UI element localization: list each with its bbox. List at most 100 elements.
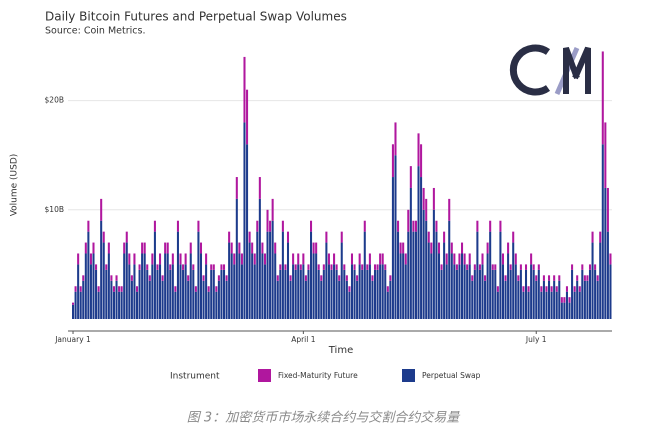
bar-segment [151,253,154,265]
bar-segment [409,187,412,319]
bar-segment [430,253,433,319]
bar-segment [371,280,374,319]
bar-segment [202,275,205,281]
bar-segment [225,280,228,319]
bar-segment [95,264,98,270]
bar-segment [553,275,556,281]
bar-segment [379,253,382,265]
bar-segment [450,242,453,254]
bar-segment [606,231,609,319]
bar-segment [271,220,274,319]
bar-segment [558,275,561,281]
bar-segment [115,275,118,281]
bar-segment [269,220,272,232]
chart-subtitle: Source: Coin Metrics. [45,26,145,37]
bar-segment [555,291,558,319]
bar-segment [404,264,407,319]
bar-segment [248,231,251,243]
bar-segment [430,242,433,254]
bar-segment [517,275,520,281]
bar-segment [210,264,213,270]
bar-segment [281,231,284,319]
bar-segment [105,269,108,319]
bar-segment [496,291,499,319]
bar-segment [604,187,607,319]
bar-segment [187,275,190,281]
bar-segment [89,264,92,319]
bar-segment [609,253,612,265]
bar-segment [578,286,581,292]
bar-segment [499,220,502,232]
bar-segment [397,220,400,232]
bar-segment [461,253,464,319]
bar-segment [358,264,361,319]
bar-segment [100,220,103,319]
bar-segment [448,220,451,319]
bar-segment [535,275,538,281]
bar-segment [187,280,190,319]
bar-segment [601,51,604,145]
bar-segment [560,302,563,319]
bar-segment [524,264,528,270]
bar-segment [279,264,282,270]
bar-segment [87,231,90,319]
bar-segment [530,253,533,265]
bar-segment [123,253,126,319]
bar-segment [166,242,169,254]
bar-segment [72,304,75,319]
bar-segment [599,242,602,319]
bar-segment [412,220,415,232]
bar-segment [484,280,487,319]
bar-segment [399,242,402,254]
bar-segment [443,242,446,319]
bar-segment [583,280,586,319]
bar-segment [151,264,154,319]
bar-segment [261,242,264,254]
bar-segment [325,231,328,243]
bar-segment [527,291,530,319]
bar-segment [197,231,200,319]
bar-segment [504,280,507,319]
bar-segment [522,286,525,292]
bar-segment [325,242,328,319]
bar-segment [435,231,438,319]
bar-segment [535,280,538,319]
bar-segment [77,253,80,265]
bar-segment [376,264,379,270]
bar-segment [100,198,103,221]
bar-segment [148,275,151,281]
bar-segment [253,264,256,319]
bar-segment [105,264,108,270]
bar-segment [176,220,179,232]
bar-segment [271,198,274,221]
bar-segment [481,264,484,319]
bar-segment [338,275,341,281]
bar-segment [130,275,133,281]
bar-segment [397,231,400,319]
bar-segment [484,275,487,281]
bar-segment [182,264,185,270]
bar-segment [409,166,412,188]
bar-segment [166,253,169,319]
bar-segment [560,297,563,303]
bar-segment [235,198,238,319]
bar-segment [389,280,392,319]
bar-segment [458,253,461,265]
bar-segment [425,198,428,221]
bar-segment [445,253,448,265]
bar-segment [174,286,177,292]
bar-segment [138,269,141,319]
bar-segment [302,253,305,265]
bar-segment [389,275,392,281]
bar-segment [366,264,369,270]
bar-segment [118,286,121,292]
bar-segment [402,253,405,319]
bar-segment [205,253,208,265]
bar-segment [537,264,540,270]
bar-segment [304,280,307,319]
bar-segment [435,220,438,232]
bar-segment [233,264,236,319]
bar-segment [87,220,90,232]
bar-segment [350,253,354,265]
bar-segment [135,291,139,319]
